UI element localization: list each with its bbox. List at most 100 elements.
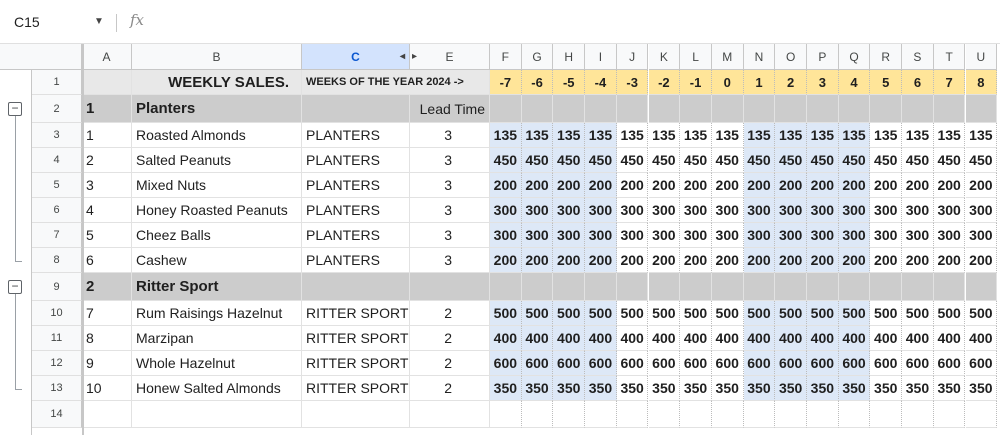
weekly-sales-cell[interactable]: 350 [553, 376, 586, 401]
item-lead-time[interactable]: 3 [410, 223, 490, 248]
weekly-sales-cell[interactable]: 450 [490, 148, 522, 173]
group-week-cell[interactable] [743, 273, 776, 301]
weekly-sales-cell[interactable]: 200 [775, 248, 807, 273]
row-header-7[interactable]: 7 [32, 223, 82, 248]
weekly-sales-cell[interactable]: 400 [711, 326, 744, 351]
item-brand[interactable]: RITTER SPORT [302, 376, 410, 401]
weekly-sales-cell[interactable]: 600 [933, 351, 966, 376]
week-header[interactable]: -7 [490, 70, 522, 95]
empty-cell[interactable] [902, 401, 934, 428]
empty-cell[interactable] [410, 401, 490, 428]
weekly-sales-cell[interactable]: 350 [807, 376, 839, 401]
weekly-sales-cell[interactable]: 200 [490, 173, 522, 198]
weekly-sales-cell[interactable]: 300 [490, 223, 522, 248]
empty-cell[interactable] [838, 401, 871, 428]
week-header[interactable]: -5 [553, 70, 586, 95]
row-header-1[interactable]: 1 [32, 70, 82, 95]
weekly-sales-cell[interactable]: 135 [711, 123, 744, 148]
weekly-sales-cell[interactable]: 400 [648, 326, 681, 351]
weekly-sales-cell[interactable]: 300 [711, 198, 744, 223]
item-index[interactable]: 3 [82, 173, 132, 198]
item-name[interactable]: Cashew [132, 248, 302, 273]
column-header-t[interactable]: T [933, 44, 966, 70]
item-brand[interactable]: RITTER SPORT [302, 326, 410, 351]
weekly-sales-cell[interactable]: 135 [743, 123, 776, 148]
weekly-sales-cell[interactable]: 500 [711, 301, 744, 326]
weekly-sales-cell[interactable]: 300 [870, 223, 903, 248]
weekly-sales-cell[interactable]: 200 [680, 173, 712, 198]
item-lead-time[interactable]: 3 [410, 148, 490, 173]
weekly-sales-cell[interactable]: 300 [585, 198, 617, 223]
weekly-sales-cell[interactable]: 600 [870, 351, 903, 376]
column-header-e[interactable]: E ▸ [410, 44, 490, 70]
empty-cell[interactable] [302, 401, 410, 428]
weekly-sales-cell[interactable]: 350 [585, 376, 617, 401]
group-week-cell[interactable] [838, 273, 871, 301]
group-week-cell[interactable] [490, 273, 522, 301]
weekly-sales-cell[interactable]: 135 [648, 123, 681, 148]
weeks-label[interactable]: WEEKS OF THE YEAR 2024 -> [302, 70, 490, 95]
weekly-sales-cell[interactable]: 450 [838, 148, 871, 173]
item-index[interactable]: 8 [82, 326, 132, 351]
weekly-sales-cell[interactable]: 350 [521, 376, 554, 401]
group-week-cell[interactable] [680, 95, 712, 123]
weekly-sales-cell[interactable]: 200 [933, 173, 966, 198]
empty-cell[interactable] [585, 401, 617, 428]
empty-cell[interactable] [807, 401, 839, 428]
weekly-sales-cell[interactable]: 350 [711, 376, 744, 401]
weekly-sales-cell[interactable]: 200 [521, 173, 554, 198]
empty-cell[interactable] [490, 401, 522, 428]
empty-cell[interactable] [553, 401, 586, 428]
weekly-sales-cell[interactable]: 400 [490, 326, 522, 351]
row-header-11[interactable]: 11 [32, 326, 82, 351]
group-week-cell[interactable] [711, 95, 744, 123]
empty-cell[interactable] [648, 401, 681, 428]
weekly-sales-cell[interactable]: 500 [521, 301, 554, 326]
weekly-sales-cell[interactable]: 135 [775, 123, 807, 148]
empty-cell[interactable] [965, 401, 998, 428]
empty-cell[interactable] [743, 401, 776, 428]
weekly-sales-cell[interactable]: 300 [743, 223, 776, 248]
weekly-sales-cell[interactable]: 200 [807, 173, 839, 198]
lead-time-header[interactable] [410, 273, 490, 301]
weekly-sales-cell[interactable]: 600 [490, 351, 522, 376]
weekly-sales-cell[interactable]: 200 [616, 248, 649, 273]
item-index[interactable]: 9 [82, 351, 132, 376]
weekly-sales-cell[interactable]: 200 [902, 173, 934, 198]
weekly-sales-cell[interactable]: 450 [711, 148, 744, 173]
weekly-sales-cell[interactable]: 500 [838, 301, 871, 326]
week-header[interactable]: 5 [870, 70, 903, 95]
weekly-sales-cell[interactable]: 300 [807, 198, 839, 223]
weekly-sales-cell[interactable]: 200 [965, 173, 998, 198]
sheet-title[interactable]: WEEKLY SALES. [132, 70, 302, 95]
weekly-sales-cell[interactable]: 600 [616, 351, 649, 376]
item-brand[interactable]: PLANTERS [302, 148, 410, 173]
item-name[interactable]: Roasted Almonds [132, 123, 302, 148]
weekly-sales-cell[interactable]: 500 [902, 301, 934, 326]
weekly-sales-cell[interactable]: 300 [933, 223, 966, 248]
item-name[interactable]: Rum Raisings Hazelnut [132, 301, 302, 326]
column-header-u[interactable]: U [965, 44, 998, 70]
row-header-8[interactable]: 8 [32, 248, 82, 273]
group-week-cell[interactable] [870, 273, 903, 301]
weekly-sales-cell[interactable]: 450 [870, 148, 903, 173]
weekly-sales-cell[interactable]: 350 [902, 376, 934, 401]
column-header-c[interactable]: C ◂ [302, 44, 410, 70]
empty-cell[interactable] [82, 401, 132, 428]
weekly-sales-cell[interactable]: 200 [933, 248, 966, 273]
week-header[interactable]: 3 [807, 70, 839, 95]
weekly-sales-cell[interactable]: 300 [680, 223, 712, 248]
item-index[interactable]: 6 [82, 248, 132, 273]
weekly-sales-cell[interactable]: 200 [743, 248, 776, 273]
empty-cell[interactable] [616, 401, 649, 428]
week-header[interactable]: -6 [521, 70, 554, 95]
group-number[interactable]: 1 [82, 95, 132, 123]
weekly-sales-cell[interactable]: 400 [965, 326, 998, 351]
empty-cell[interactable] [933, 401, 966, 428]
collapse-group-icon[interactable]: − [8, 102, 22, 116]
column-header-n[interactable]: N [743, 44, 776, 70]
group-week-cell[interactable] [775, 95, 807, 123]
group-week-cell[interactable] [902, 95, 934, 123]
column-header-o[interactable]: O [775, 44, 807, 70]
weekly-sales-cell[interactable]: 600 [775, 351, 807, 376]
